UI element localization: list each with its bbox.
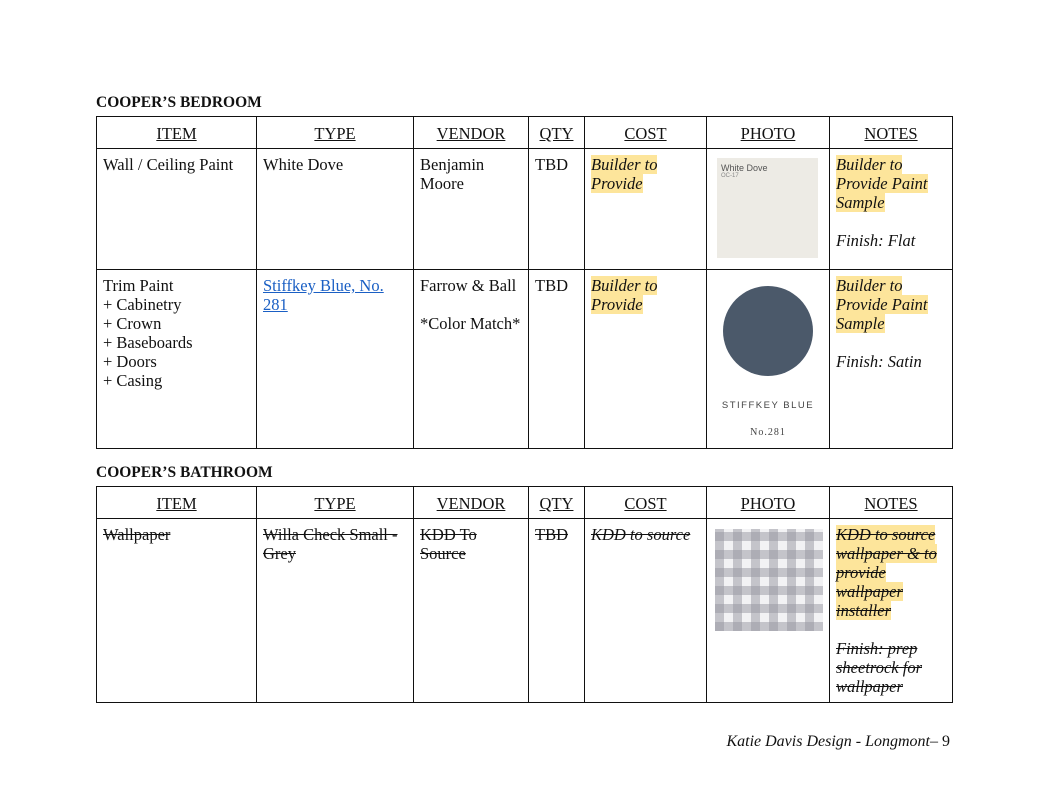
bedroom-table: ITEM TYPE VENDOR QTY COST PHOTO NOTES Wa… <box>96 116 953 449</box>
vendor-note: *Color Match* <box>420 314 521 333</box>
col-type: TYPE <box>256 486 414 519</box>
table-row: Wallpaper Willa Check Small - Grey KDD T… <box>96 518 953 703</box>
finish-text: Finish: Flat <box>836 231 916 250</box>
item-line: + Doors <box>103 352 157 371</box>
col-notes: NOTES <box>829 486 953 519</box>
col-cost: COST <box>584 116 707 149</box>
section-title-bathroom: COOPER’S BATHROOM <box>96 464 273 481</box>
photo-cell: White Dove OC-17 <box>706 148 830 270</box>
notes-text: Builder to Provide Paint Sample <box>836 155 928 212</box>
cost-cell: KDD to source <box>584 518 707 703</box>
col-qty: QTY <box>528 486 585 519</box>
table-row: Wall / Ceiling Paint White Dove Benjamin… <box>96 148 953 270</box>
cost-cell: Builder to Provide <box>584 148 707 270</box>
notes-cell: KDD to source wallpaper & to provide wal… <box>829 518 953 703</box>
col-photo: PHOTO <box>706 116 830 149</box>
type-cell: Stiffkey Blue, No. 281 <box>256 269 414 449</box>
col-type: TYPE <box>256 116 414 149</box>
col-vendor: VENDOR <box>413 486 529 519</box>
swatch-name: White Dove <box>721 163 768 173</box>
stiffkey-blue-swatch: STIFFKEY BLUE No.281 <box>713 276 823 442</box>
col-item: ITEM <box>96 486 257 519</box>
swatch-code: No.281 <box>750 427 786 438</box>
footer-text: Katie Davis Design - Longmont– <box>726 733 938 750</box>
notes-cell: Builder to Provide Paint Sample Finish: … <box>829 148 953 270</box>
vendor-name: Farrow & Ball <box>420 276 517 295</box>
item-cell: Trim Paint + Cabinetry + Crown + Baseboa… <box>96 269 257 449</box>
color-circle <box>723 286 813 376</box>
qty-cell: TBD <box>528 518 585 703</box>
page-footer: Katie Davis Design - Longmont– 9 <box>726 733 950 751</box>
notes-cell: Builder to Provide Paint Sample Finish: … <box>829 269 953 449</box>
item-line: + Cabinetry <box>103 295 182 314</box>
table-row: Trim Paint + Cabinetry + Crown + Baseboa… <box>96 269 953 449</box>
col-photo: PHOTO <box>706 486 830 519</box>
finish-text: Finish: Satin <box>836 352 922 371</box>
vendor-cell: KDD To Source <box>413 518 529 703</box>
item-cell: Wallpaper <box>96 518 257 703</box>
item-line: + Crown <box>103 314 162 333</box>
qty-cell: TBD <box>528 148 585 270</box>
col-item: ITEM <box>96 116 257 149</box>
notes-text: KDD to source wallpaper & to provide wal… <box>836 525 937 620</box>
table-header: ITEM TYPE VENDOR QTY COST PHOTO NOTES <box>96 116 953 149</box>
photo-cell <box>706 518 830 703</box>
page-number: 9 <box>942 733 950 750</box>
item-line: + Baseboards <box>103 333 193 352</box>
white-dove-swatch: White Dove OC-17 <box>717 158 818 258</box>
type-cell: White Dove <box>256 148 414 270</box>
col-cost: COST <box>584 486 707 519</box>
col-notes: NOTES <box>829 116 953 149</box>
bathroom-table: ITEM TYPE VENDOR QTY COST PHOTO NOTES Wa… <box>96 486 953 703</box>
table-header: ITEM TYPE VENDOR QTY COST PHOTO NOTES <box>96 486 953 519</box>
cost-text: Builder to Provide <box>591 155 658 193</box>
col-qty: QTY <box>528 116 585 149</box>
col-vendor: VENDOR <box>413 116 529 149</box>
finish-text: Finish: prep sheetrock for wallpaper <box>836 639 922 696</box>
vendor-cell: Farrow & Ball *Color Match* <box>413 269 529 449</box>
cost-cell: Builder to Provide <box>584 269 707 449</box>
qty-cell: TBD <box>528 269 585 449</box>
photo-cell: STIFFKEY BLUE No.281 <box>706 269 830 449</box>
item-cell: Wall / Ceiling Paint <box>96 148 257 270</box>
section-title-bedroom: COOPER’S BEDROOM <box>96 94 262 111</box>
cost-text: Builder to Provide <box>591 276 658 314</box>
item-line: Trim Paint <box>103 276 174 295</box>
swatch-name: STIFFKEY BLUE <box>721 400 815 411</box>
gingham-wallpaper-image <box>715 529 823 631</box>
notes-text: Builder to Provide Paint Sample <box>836 276 928 333</box>
item-line: + Casing <box>103 371 163 390</box>
stiffkey-blue-link[interactable]: Stiffkey Blue, No. 281 <box>263 276 384 314</box>
swatch-code: OC-17 <box>721 173 739 179</box>
vendor-cell: Benjamin Moore <box>413 148 529 270</box>
type-cell: Willa Check Small - Grey <box>256 518 414 703</box>
